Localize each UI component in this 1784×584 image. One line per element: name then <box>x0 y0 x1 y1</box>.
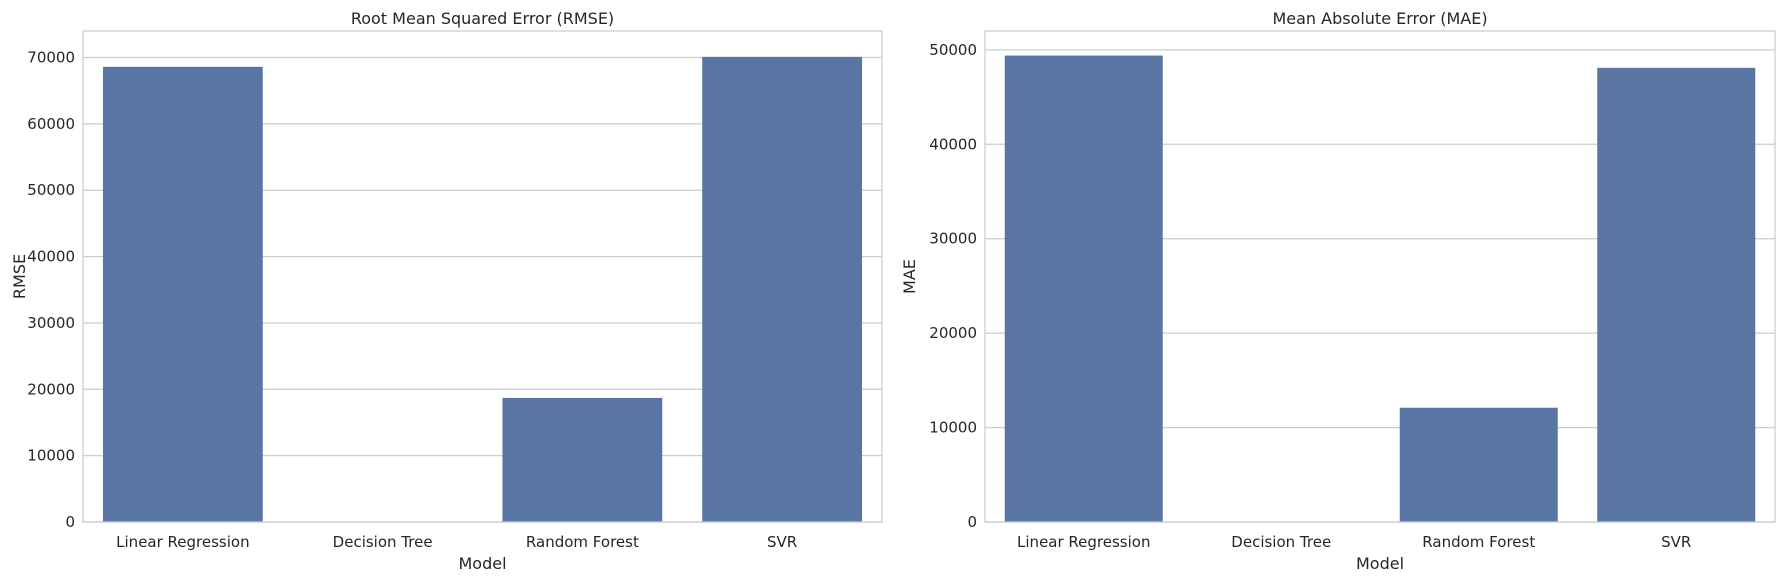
mae-y-tick-label: 0 <box>967 513 977 531</box>
mae-bar-svr <box>1597 67 1756 522</box>
rmse-bar-random-forest <box>502 397 663 522</box>
rmse-y-tick-label: 10000 <box>27 447 75 465</box>
rmse-x-tick-label: Linear Regression <box>116 533 249 551</box>
rmse-y-tick-label: 50000 <box>27 181 75 199</box>
mae-x-tick-label: Random Forest <box>1422 533 1535 551</box>
rmse-x-tick-labels: Linear Regression Decision Tree Random For… <box>116 533 797 551</box>
rmse-bars <box>102 56 863 523</box>
mae-y-tick-label: 40000 <box>929 135 977 153</box>
mae-y-tick-label: 20000 <box>929 324 977 342</box>
rmse-y-axis-label: RMSE <box>10 254 29 299</box>
rmse-y-tick-label: 40000 <box>27 248 75 266</box>
rmse-x-tick-label: Decision Tree <box>333 533 433 551</box>
rmse-y-tick-label: 30000 <box>27 314 75 332</box>
rmse-bar-linear-regression <box>102 66 263 523</box>
mae-y-axis-label: MAE <box>900 259 919 294</box>
rmse-y-tick-label: 0 <box>65 513 75 531</box>
mae-y-tick-label: 30000 <box>929 230 977 248</box>
mae-chart: 0 10000 20000 30000 40000 50000 Linear Regres… <box>900 9 1776 573</box>
rmse-y-tick-labels: 0 10000 20000 30000 40000 50000 60000 70000 <box>27 49 75 531</box>
rmse-chart-title: Root Mean Squared Error (RMSE) <box>351 9 614 28</box>
rmse-plot-frame <box>82 30 883 523</box>
rmse-x-tick-label: SVR <box>767 533 797 551</box>
mae-x-tick-label: Decision Tree <box>1231 533 1331 551</box>
mae-bar-random-forest <box>1399 407 1558 522</box>
rmse-bar-svr <box>702 56 863 523</box>
mae-x-tick-label: Linear Regression <box>1017 533 1150 551</box>
rmse-y-tick-label: 60000 <box>27 115 75 133</box>
mae-x-axis-label: Model <box>1356 554 1404 573</box>
rmse-chart: 0 10000 20000 30000 40000 50000 60000 70000 Lin… <box>10 9 883 573</box>
rmse-y-tick-label: 70000 <box>27 49 75 67</box>
mae-bars <box>1004 55 1756 523</box>
mae-bar-linear-regression <box>1004 55 1163 523</box>
rmse-y-tick-label: 20000 <box>27 380 75 398</box>
mae-y-tick-labels: 0 10000 20000 30000 40000 50000 <box>929 41 977 531</box>
mae-x-tick-labels: Linear Regression Decision Tree Random For… <box>1017 533 1691 551</box>
rmse-x-tick-label: Random Forest <box>526 533 639 551</box>
mae-x-tick-label: SVR <box>1661 533 1691 551</box>
rmse-x-axis-label: Model <box>458 554 506 573</box>
mae-y-tick-label: 10000 <box>929 419 977 437</box>
mae-chart-title: Mean Absolute Error (MAE) <box>1272 9 1487 28</box>
mae-y-tick-label: 50000 <box>929 41 977 59</box>
mae-plot-frame <box>984 30 1776 523</box>
